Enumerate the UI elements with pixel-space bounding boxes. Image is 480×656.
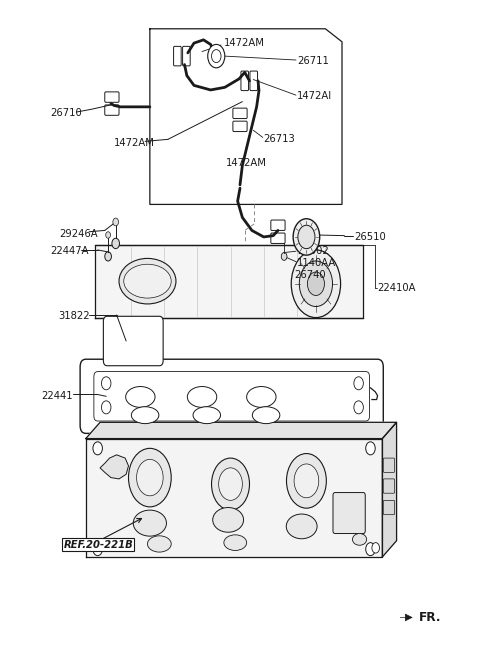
Circle shape [354,401,363,414]
Circle shape [298,225,315,249]
FancyBboxPatch shape [105,105,119,115]
Circle shape [208,45,225,68]
FancyBboxPatch shape [182,47,190,66]
FancyBboxPatch shape [384,479,395,493]
Circle shape [366,543,375,556]
Circle shape [281,253,287,260]
Circle shape [372,543,380,553]
Text: 26711: 26711 [297,56,329,66]
FancyBboxPatch shape [174,47,181,66]
FancyBboxPatch shape [384,458,395,472]
Circle shape [113,218,119,226]
FancyBboxPatch shape [105,92,119,102]
Ellipse shape [247,386,276,407]
FancyBboxPatch shape [80,359,384,434]
Text: 1472AM: 1472AM [223,38,264,48]
Ellipse shape [119,258,176,304]
Circle shape [366,442,375,455]
Polygon shape [383,422,396,557]
Circle shape [219,468,242,501]
FancyBboxPatch shape [384,501,395,515]
Circle shape [105,252,111,261]
FancyBboxPatch shape [233,108,247,119]
Polygon shape [86,422,396,439]
FancyBboxPatch shape [271,233,285,243]
FancyBboxPatch shape [241,71,249,91]
Text: 22410A: 22410A [378,283,416,293]
Circle shape [93,442,102,455]
Text: 1140AA: 1140AA [297,258,336,268]
Polygon shape [96,245,363,318]
Ellipse shape [133,510,167,536]
Circle shape [212,458,250,510]
Polygon shape [100,455,129,479]
Text: 26502: 26502 [297,246,329,256]
Ellipse shape [132,407,159,424]
Text: 1472AI: 1472AI [297,91,332,102]
FancyBboxPatch shape [271,220,285,230]
Text: 26710: 26710 [50,108,82,118]
Ellipse shape [187,386,217,407]
Circle shape [307,272,324,295]
Circle shape [93,543,102,556]
Ellipse shape [126,386,155,407]
Circle shape [112,238,120,249]
Text: 31822: 31822 [59,312,90,321]
Text: 22441: 22441 [42,390,73,401]
Text: FR.: FR. [420,611,442,624]
Circle shape [287,453,326,508]
Circle shape [354,377,363,390]
Circle shape [101,377,111,390]
FancyBboxPatch shape [233,121,247,132]
FancyBboxPatch shape [333,493,365,533]
Ellipse shape [147,536,171,552]
Polygon shape [86,439,383,557]
Text: 26740: 26740 [295,270,326,279]
Text: 1472AM: 1472AM [114,138,155,148]
FancyBboxPatch shape [94,371,370,421]
Ellipse shape [213,508,243,532]
Circle shape [101,401,111,414]
Text: 26510: 26510 [354,232,385,242]
Text: 26713: 26713 [264,134,296,144]
Text: REF.20-221B: REF.20-221B [63,540,133,550]
FancyBboxPatch shape [250,71,258,91]
Circle shape [293,218,320,255]
Ellipse shape [193,407,220,424]
Circle shape [137,459,163,496]
Ellipse shape [224,535,247,550]
Ellipse shape [352,533,367,545]
Ellipse shape [252,407,280,424]
Circle shape [212,50,221,62]
Circle shape [294,464,319,498]
Ellipse shape [124,264,171,298]
Circle shape [106,232,110,238]
Circle shape [300,261,333,306]
Circle shape [291,250,341,318]
Ellipse shape [286,514,317,539]
FancyBboxPatch shape [103,316,163,366]
Text: 29246A: 29246A [59,229,97,239]
Text: 1472AM: 1472AM [226,158,267,168]
Circle shape [129,448,171,507]
Text: 22447A: 22447A [50,246,89,256]
